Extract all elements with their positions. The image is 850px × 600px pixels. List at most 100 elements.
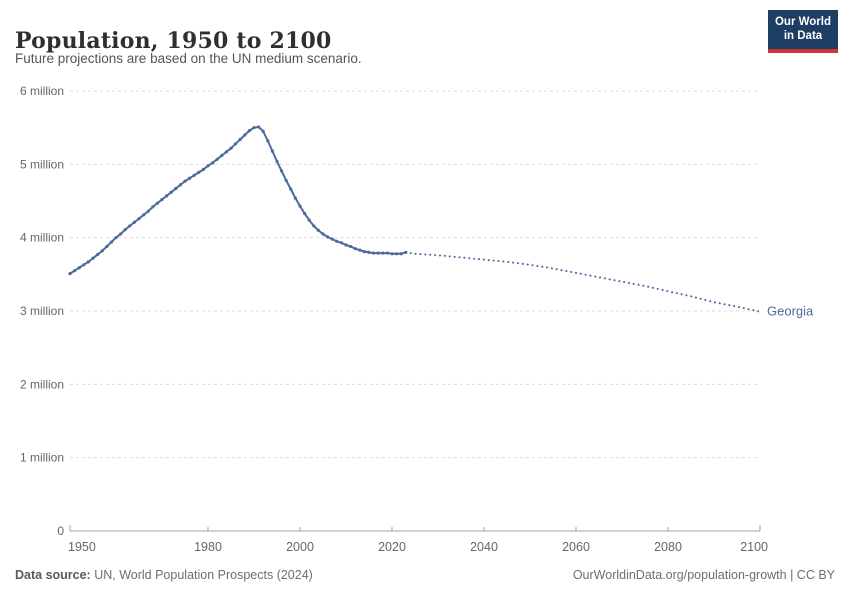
data-point-marker bbox=[224, 150, 228, 154]
data-point-marker bbox=[349, 244, 353, 249]
entity-label[interactable]: Georgia bbox=[767, 304, 814, 319]
data-point-marker bbox=[312, 224, 316, 228]
data-point-marker bbox=[238, 137, 242, 141]
x-axis-tick-label: 1980 bbox=[194, 540, 222, 554]
data-point-marker bbox=[155, 201, 159, 205]
projection-line[interactable] bbox=[404, 251, 761, 313]
x-axis-tick-label: 1950 bbox=[68, 540, 96, 554]
data-point-marker bbox=[128, 224, 132, 228]
data-point-marker bbox=[188, 176, 192, 180]
data-point-marker bbox=[77, 266, 81, 270]
data-point-marker bbox=[284, 178, 288, 183]
data-point-marker bbox=[119, 232, 123, 236]
data-point-marker bbox=[114, 236, 118, 240]
x-axis-tick-label: 2000 bbox=[286, 540, 314, 554]
data-point-marker bbox=[211, 161, 215, 165]
data-source-text: UN, World Population Prospects (2024) bbox=[90, 568, 313, 582]
data-point-marker bbox=[247, 129, 251, 133]
data-point-marker bbox=[330, 237, 334, 241]
data-point-marker bbox=[132, 220, 136, 224]
data-point-marker bbox=[215, 157, 219, 161]
data-point-marker bbox=[266, 139, 270, 143]
data-point-marker bbox=[229, 146, 233, 150]
data-point-marker bbox=[321, 232, 325, 236]
y-axis-tick-label: 6 million bbox=[20, 84, 64, 98]
data-point-marker bbox=[307, 218, 311, 222]
data-point-marker bbox=[293, 196, 297, 200]
owid-url-license[interactable]: OurWorldinData.org/population-growth | C… bbox=[572, 568, 835, 582]
data-point-marker bbox=[303, 211, 307, 216]
data-point-marker bbox=[326, 235, 330, 239]
x-axis-tick-label: 2060 bbox=[562, 540, 590, 554]
data-point-marker bbox=[142, 213, 146, 217]
x-axis-tick-label: 2100 bbox=[740, 540, 768, 554]
data-point-marker bbox=[206, 164, 210, 168]
page-title: Population, 1950 to 2100 bbox=[15, 27, 332, 54]
y-axis-tick-label: 4 million bbox=[20, 231, 64, 245]
data-point-marker bbox=[289, 187, 293, 191]
data-point-marker bbox=[197, 170, 201, 174]
data-point-marker bbox=[257, 125, 261, 129]
data-source-note: Data source: UN, World Population Prospe… bbox=[15, 568, 313, 582]
y-axis-tick-label: 2 million bbox=[20, 377, 64, 391]
y-axis-tick-label: 5 million bbox=[20, 157, 64, 171]
data-point-marker bbox=[376, 251, 380, 255]
data-point-marker bbox=[261, 129, 265, 133]
x-axis-tick-label: 2080 bbox=[654, 540, 682, 554]
data-point-marker bbox=[169, 190, 173, 194]
data-point-marker bbox=[183, 179, 187, 183]
data-point-marker bbox=[100, 249, 104, 253]
data-point-marker bbox=[298, 204, 302, 208]
data-point-marker bbox=[68, 272, 72, 276]
data-point-marker bbox=[151, 205, 155, 209]
data-point-marker bbox=[275, 159, 279, 163]
data-point-marker bbox=[339, 241, 343, 245]
data-point-marker bbox=[91, 256, 95, 260]
data-point-marker bbox=[358, 248, 362, 252]
data-point-marker bbox=[220, 153, 224, 158]
historical-line[interactable] bbox=[69, 125, 407, 275]
data-point-marker bbox=[270, 149, 274, 153]
data-point-marker bbox=[280, 169, 284, 173]
owid-logo-line2: in Data bbox=[783, 30, 823, 43]
data-point-marker bbox=[201, 167, 205, 172]
data-source-label: Data source: bbox=[15, 568, 91, 582]
owid-logo-line1: Our World bbox=[774, 16, 831, 28]
data-point-marker bbox=[243, 133, 247, 137]
data-point-marker bbox=[109, 240, 113, 244]
y-axis-tick-label: 0 bbox=[57, 524, 64, 538]
x-axis-tick-label: 2020 bbox=[378, 540, 406, 554]
data-point-marker bbox=[234, 142, 238, 146]
data-point-marker bbox=[390, 252, 394, 256]
data-point-marker bbox=[335, 239, 339, 243]
data-point-marker bbox=[160, 197, 164, 202]
data-point-marker bbox=[381, 251, 385, 255]
data-point-marker bbox=[252, 126, 256, 130]
data-point-marker bbox=[82, 263, 86, 267]
data-point-marker bbox=[372, 251, 376, 255]
data-point-marker bbox=[353, 247, 357, 251]
data-point-marker bbox=[178, 183, 182, 187]
data-point-marker bbox=[105, 244, 109, 249]
data-point-marker bbox=[316, 228, 320, 232]
data-point-marker bbox=[174, 186, 178, 191]
data-point-marker bbox=[73, 269, 77, 273]
data-point-marker bbox=[123, 228, 127, 232]
data-point-marker bbox=[385, 251, 389, 255]
y-axis-tick-label: 3 million bbox=[20, 304, 64, 318]
data-point-marker bbox=[344, 243, 348, 247]
data-point-marker bbox=[146, 209, 150, 213]
data-point-marker bbox=[367, 250, 371, 254]
chart-subtitle: Future projections are based on the UN m… bbox=[15, 51, 362, 66]
chart-footer: Data source: UN, World Population Prospe… bbox=[15, 568, 835, 582]
data-point-marker bbox=[192, 173, 196, 177]
data-point-marker bbox=[395, 252, 399, 256]
y-axis-tick-label: 1 million bbox=[20, 451, 64, 465]
data-point-marker bbox=[86, 260, 90, 264]
data-point-marker bbox=[399, 252, 403, 256]
data-point-marker bbox=[362, 250, 366, 254]
data-point-marker bbox=[165, 194, 169, 198]
owid-logo[interactable]: Our World in Data bbox=[768, 10, 838, 53]
